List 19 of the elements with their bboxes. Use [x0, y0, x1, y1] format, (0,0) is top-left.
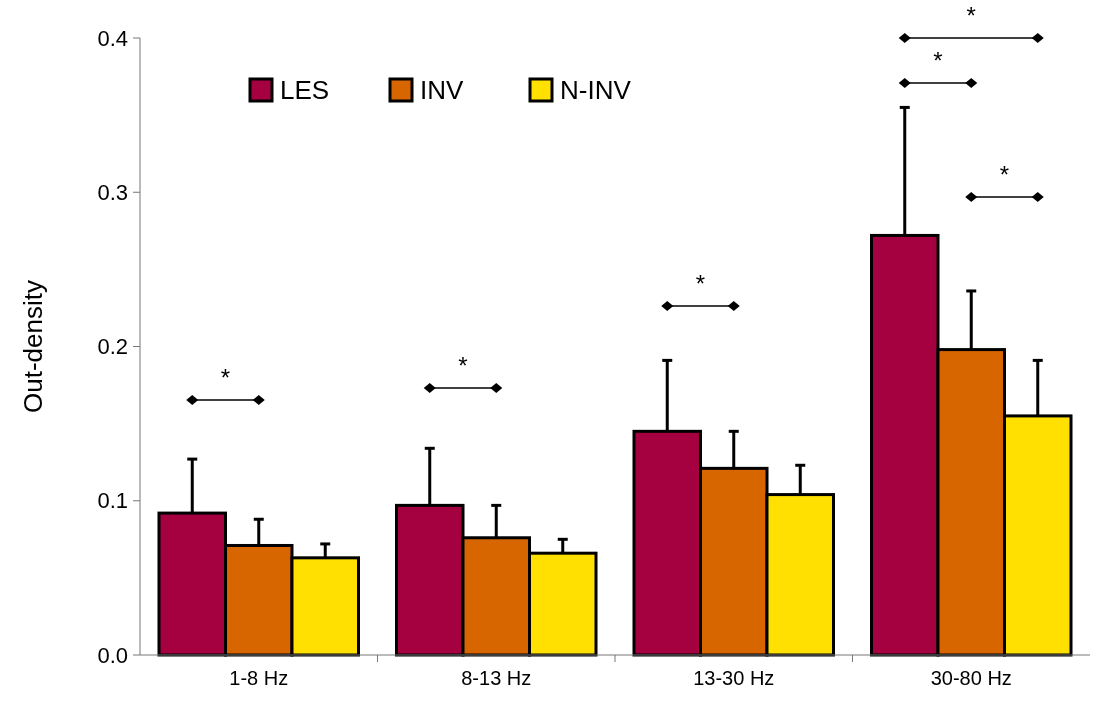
legend-label: INV	[420, 75, 464, 106]
annotation: *	[220, 364, 231, 391]
x-tick-label: 1-8 Hz	[229, 667, 289, 689]
x-tick-label: 8-13 Hz	[461, 667, 532, 689]
x-tick-label: 13-30 Hz	[693, 667, 775, 689]
legend-label: N-INV	[560, 75, 632, 106]
annotation: *	[695, 270, 706, 297]
y-tick-label: 0.4	[97, 25, 128, 51]
y-axis-title: Out-density	[18, 280, 48, 413]
legend-label: LES	[280, 75, 330, 106]
annotation: *	[999, 161, 1010, 188]
annotation: *	[458, 352, 468, 379]
text: *	[966, 2, 976, 29]
y-tick-label: 0.1	[97, 488, 128, 514]
y-tick-label: 0.3	[97, 179, 128, 205]
y-tick-label: 0.2	[97, 334, 128, 360]
annotation: *	[933, 47, 943, 74]
y-tick-label: 0.0	[97, 642, 128, 668]
x-tick-label: 30-80 Hz	[930, 667, 1012, 689]
